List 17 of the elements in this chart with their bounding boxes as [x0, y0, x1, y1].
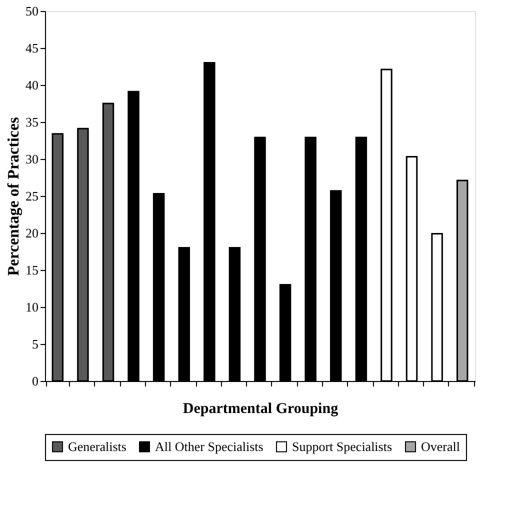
legend-label: Overall: [421, 438, 460, 454]
legend-label: All Other Specialists: [155, 438, 264, 454]
y-tick-label: 25: [26, 188, 38, 204]
y-tick-label: 35: [26, 114, 38, 130]
y-tick-label: 40: [26, 78, 38, 92]
y-tick-label: 45: [26, 40, 38, 56]
y-axis-title: Percentage of Practices: [6, 117, 22, 276]
y-tick-label: 50: [26, 4, 38, 18]
legend-label: Support Specialists: [292, 438, 392, 454]
legend-label: Generalists: [68, 438, 126, 454]
y-tick-label: 10: [26, 300, 38, 314]
y-tick-label: 0: [32, 374, 38, 388]
y-tick-label: 20: [26, 226, 38, 240]
y-tick-label: 15: [26, 262, 38, 278]
x-axis-title: Departmental Grouping: [182, 401, 339, 417]
y-tick-label: 5: [32, 336, 38, 352]
y-tick-label: 30: [26, 152, 38, 166]
